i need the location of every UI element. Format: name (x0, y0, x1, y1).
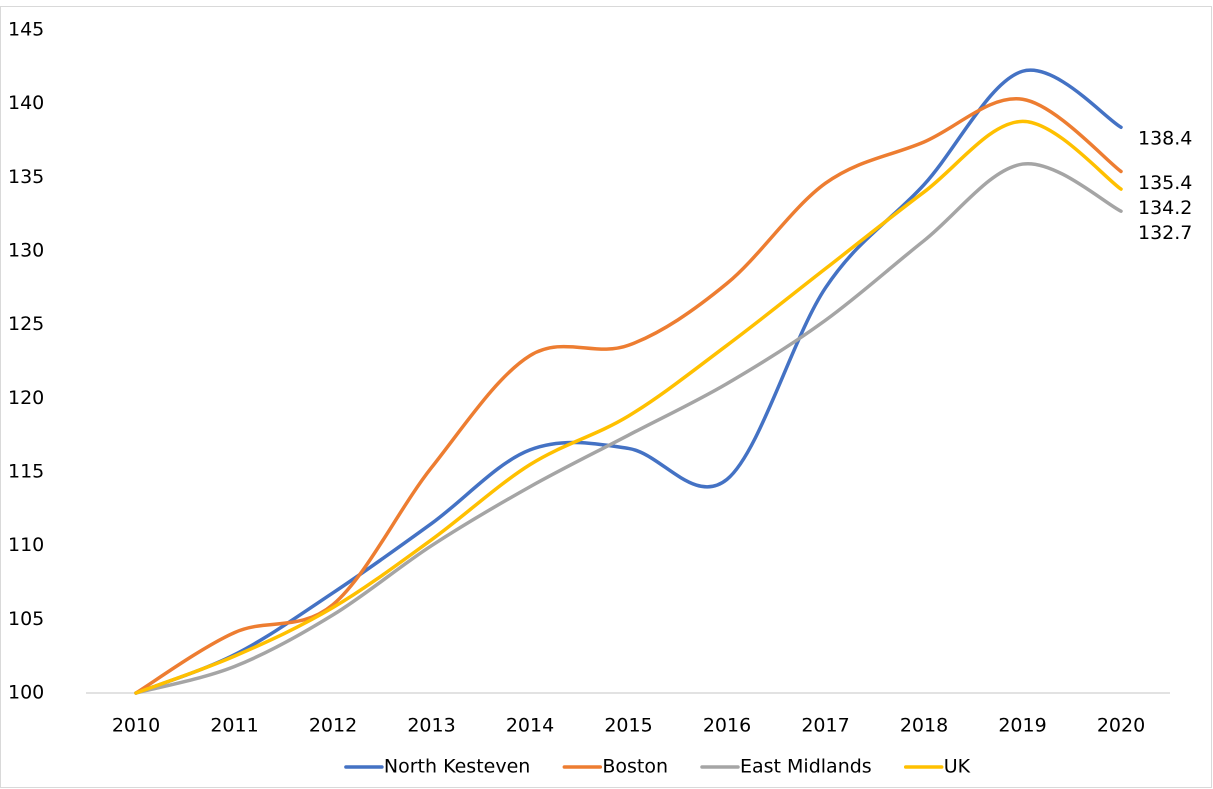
y-tick-label: 130 (8, 240, 44, 262)
y-tick-label: 125 (8, 313, 44, 335)
x-tick-label: 2020 (1097, 715, 1145, 737)
x-tick-label: 2012 (309, 715, 357, 737)
y-tick-label: 110 (8, 534, 44, 556)
y-tick-label: 100 (8, 682, 44, 704)
legend-label: Boston (602, 756, 668, 778)
line-series (134, 97, 1123, 695)
y-tick-label: 140 (8, 92, 44, 114)
line-series (134, 68, 1123, 695)
data-label: 134.2 (1138, 197, 1192, 219)
legend-label: East Midlands (740, 756, 872, 778)
x-tick-label: 2015 (604, 715, 652, 737)
x-tick-label: 2011 (210, 715, 258, 737)
line-series (134, 162, 1123, 695)
data-label: 135.4 (1138, 172, 1192, 194)
y-tick-label: 115 (8, 461, 44, 483)
data-label: 132.7 (1138, 222, 1192, 244)
x-tick-label: 2013 (407, 715, 455, 737)
legend-label: North Kesteven (384, 756, 530, 778)
x-tick-label: 2018 (900, 715, 948, 737)
legend-label: UK (944, 756, 971, 778)
y-tick-label: 135 (8, 166, 44, 188)
x-tick-label: 2016 (703, 715, 751, 737)
chart-border (0, 6, 1212, 788)
line-series (134, 119, 1123, 695)
x-tick-label: 2010 (112, 715, 160, 737)
y-tick-label: 105 (8, 608, 44, 630)
x-tick-label: 2017 (801, 715, 849, 737)
y-tick-label: 145 (8, 19, 44, 41)
y-tick-label: 120 (8, 387, 44, 409)
x-tick-label: 2019 (998, 715, 1046, 737)
data-label: 138.4 (1138, 128, 1192, 150)
x-tick-label: 2014 (506, 715, 554, 737)
